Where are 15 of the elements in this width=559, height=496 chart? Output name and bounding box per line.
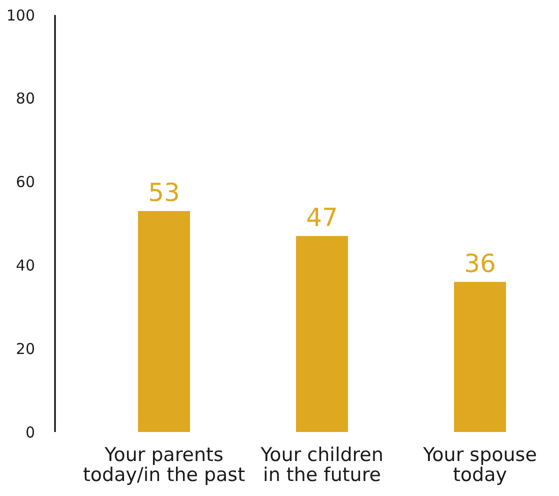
bar [138,210,190,432]
y-tick-label: 0 [25,423,35,442]
x-tick-label: Your children in the future [260,444,384,486]
data-label: 53 [148,178,180,207]
y-tick-label: 80 [16,90,35,108]
y-tick-label: 40 [16,256,35,275]
y-tick-label: 60 [16,173,35,192]
x-tick-label: Your parents today/in the past [82,444,246,486]
y-tick-label: 100 [6,6,35,24]
x-tick-label: Your spouse today [422,444,537,486]
y-tick-label: 20 [16,340,35,358]
data-label: 36 [464,248,496,278]
bar [454,282,506,432]
bar [296,236,348,432]
data-label: 47 [306,203,338,232]
